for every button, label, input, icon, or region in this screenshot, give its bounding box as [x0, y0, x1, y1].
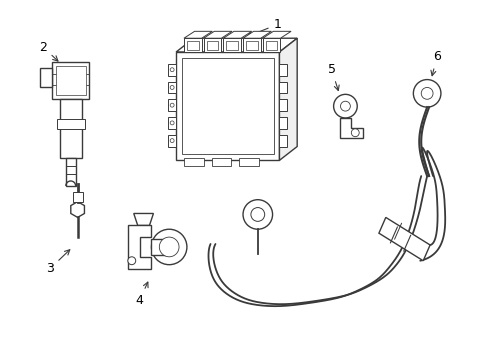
Bar — [168, 135, 176, 147]
Bar — [279, 99, 287, 111]
Polygon shape — [184, 31, 212, 38]
Bar — [184, 38, 202, 52]
Bar — [243, 38, 261, 52]
Bar — [279, 64, 287, 76]
Polygon shape — [279, 38, 297, 160]
Bar — [182, 58, 273, 154]
Polygon shape — [204, 31, 232, 38]
Bar — [151, 239, 169, 255]
Bar — [184, 158, 204, 166]
Bar — [279, 82, 287, 93]
Text: 5: 5 — [328, 63, 339, 90]
Circle shape — [414, 80, 441, 107]
Bar — [226, 41, 238, 50]
Bar — [73, 192, 82, 202]
Polygon shape — [379, 217, 430, 261]
Bar — [279, 117, 287, 129]
Circle shape — [170, 121, 174, 125]
Bar — [57, 119, 84, 129]
Polygon shape — [134, 213, 153, 225]
Polygon shape — [243, 31, 271, 38]
Bar — [266, 41, 277, 50]
Text: 1: 1 — [247, 18, 281, 37]
Circle shape — [170, 103, 174, 107]
Polygon shape — [263, 31, 291, 38]
Bar — [168, 99, 176, 111]
Bar — [246, 41, 258, 50]
Circle shape — [159, 237, 179, 257]
Bar — [56, 66, 85, 95]
Bar — [60, 99, 81, 158]
Bar — [239, 158, 259, 166]
Bar — [176, 52, 279, 160]
Text: 6: 6 — [431, 50, 441, 76]
Circle shape — [170, 139, 174, 143]
Circle shape — [341, 101, 350, 111]
Bar — [212, 158, 231, 166]
Circle shape — [251, 208, 265, 221]
Polygon shape — [340, 118, 363, 138]
Circle shape — [351, 129, 359, 137]
Text: 3: 3 — [46, 250, 70, 275]
Text: 2: 2 — [39, 41, 58, 61]
Bar — [279, 135, 287, 147]
Circle shape — [421, 87, 433, 99]
Bar — [187, 41, 199, 50]
Circle shape — [128, 257, 136, 265]
Bar — [52, 62, 90, 99]
Polygon shape — [176, 38, 297, 52]
Bar — [204, 38, 221, 52]
Circle shape — [170, 68, 174, 72]
Circle shape — [243, 200, 272, 229]
Circle shape — [334, 94, 357, 118]
Polygon shape — [71, 202, 84, 217]
Bar — [168, 117, 176, 129]
Bar — [168, 64, 176, 76]
Bar — [66, 158, 75, 186]
Circle shape — [170, 85, 174, 89]
Bar — [263, 38, 280, 52]
Polygon shape — [128, 225, 151, 269]
Bar — [168, 82, 176, 93]
Text: 4: 4 — [136, 282, 148, 307]
Bar — [207, 41, 219, 50]
Bar — [223, 38, 241, 52]
Polygon shape — [223, 31, 252, 38]
Circle shape — [151, 229, 187, 265]
Bar — [40, 68, 52, 87]
